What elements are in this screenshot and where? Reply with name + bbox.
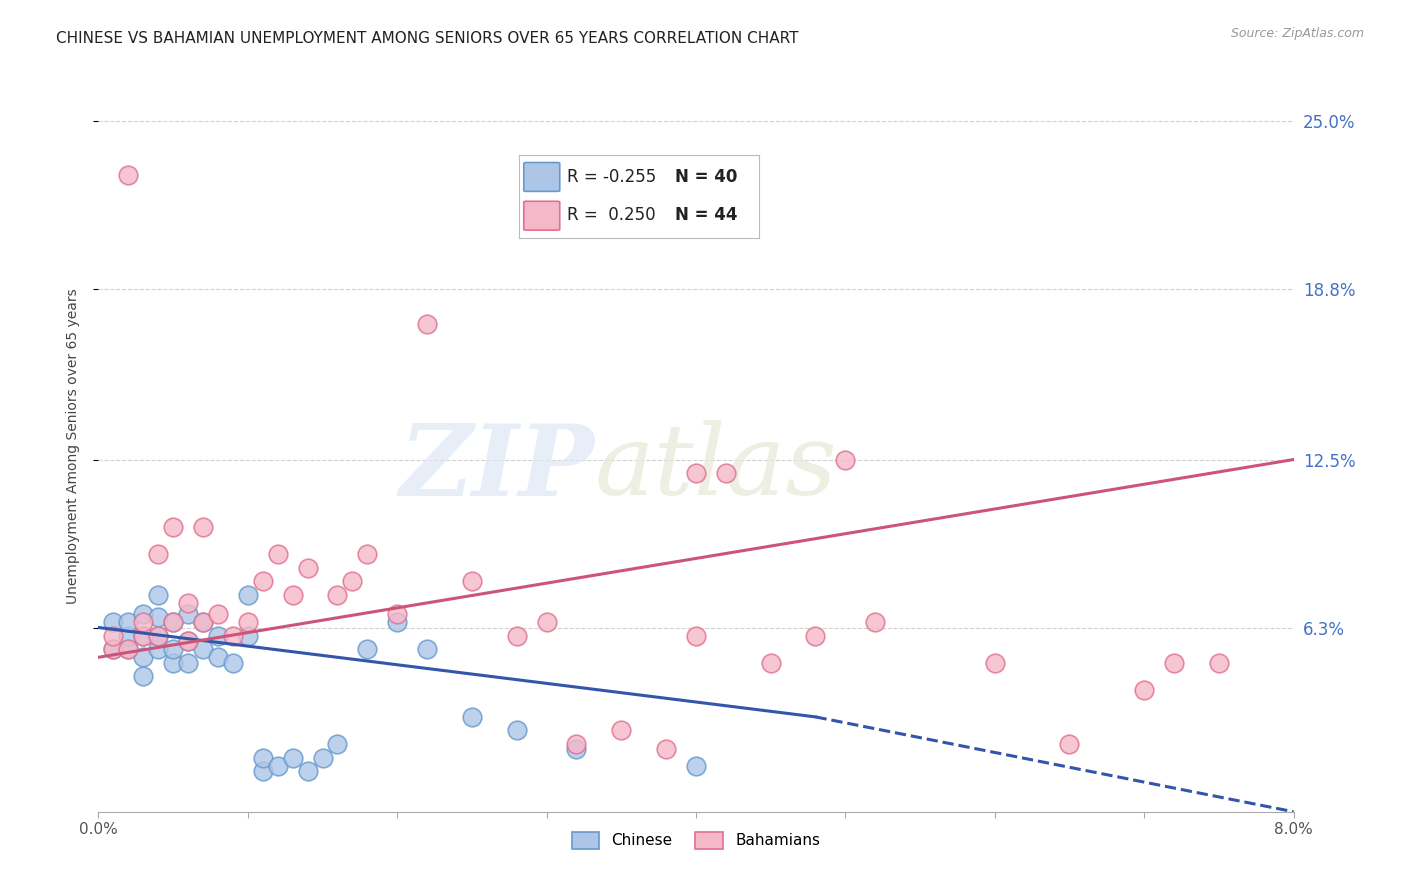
Point xyxy=(177,596,200,610)
Point xyxy=(685,758,707,772)
Point xyxy=(148,642,170,657)
Point xyxy=(132,629,155,643)
Point xyxy=(162,615,184,629)
FancyBboxPatch shape xyxy=(524,162,560,192)
Point xyxy=(207,607,229,621)
Point xyxy=(177,656,200,670)
Point xyxy=(356,547,378,561)
Legend: Chinese, Bahamians: Chinese, Bahamians xyxy=(565,825,827,855)
Text: N = 40: N = 40 xyxy=(675,168,737,186)
Point xyxy=(506,723,529,738)
Text: N = 44: N = 44 xyxy=(675,206,737,224)
Point xyxy=(461,574,484,589)
Point xyxy=(804,629,827,643)
Point xyxy=(1163,656,1185,670)
Point xyxy=(103,642,125,657)
Point xyxy=(506,629,529,643)
Point xyxy=(1208,656,1230,670)
Point xyxy=(103,642,125,657)
Point xyxy=(416,317,439,331)
Point xyxy=(385,607,409,621)
Point xyxy=(342,574,364,589)
Point xyxy=(103,615,125,629)
Point xyxy=(326,588,349,602)
Point xyxy=(207,650,229,665)
Point xyxy=(117,629,139,643)
Point xyxy=(565,742,588,756)
Point xyxy=(685,629,707,643)
Point xyxy=(714,466,737,480)
Point xyxy=(267,758,290,772)
Point xyxy=(685,466,707,480)
Point xyxy=(356,642,378,657)
Point xyxy=(177,607,200,621)
Point xyxy=(297,764,319,778)
Point xyxy=(281,750,304,764)
Point xyxy=(191,520,214,534)
Text: R = -0.255: R = -0.255 xyxy=(567,168,657,186)
Point xyxy=(236,615,259,629)
Point xyxy=(385,615,409,629)
Point xyxy=(117,168,139,182)
Point xyxy=(191,615,214,629)
Point xyxy=(311,750,333,764)
Point xyxy=(267,547,290,561)
Point xyxy=(236,629,259,643)
Point xyxy=(148,588,170,602)
Point xyxy=(461,710,484,724)
Point xyxy=(834,452,856,467)
Text: Source: ZipAtlas.com: Source: ZipAtlas.com xyxy=(1230,27,1364,40)
Point xyxy=(236,588,259,602)
Point xyxy=(416,642,439,657)
Point xyxy=(162,642,184,657)
Point xyxy=(1133,682,1156,697)
Point xyxy=(252,764,274,778)
Point xyxy=(132,629,155,643)
Text: CHINESE VS BAHAMIAN UNEMPLOYMENT AMONG SENIORS OVER 65 YEARS CORRELATION CHART: CHINESE VS BAHAMIAN UNEMPLOYMENT AMONG S… xyxy=(56,31,799,46)
Point xyxy=(326,737,349,751)
Point xyxy=(162,520,184,534)
Point xyxy=(117,615,139,629)
Point xyxy=(610,723,633,738)
Point xyxy=(132,669,155,683)
Point xyxy=(222,629,245,643)
Point xyxy=(565,737,588,751)
Point xyxy=(132,650,155,665)
Point xyxy=(148,547,170,561)
Point xyxy=(222,656,245,670)
Point xyxy=(297,561,319,575)
Point xyxy=(252,750,274,764)
Text: R =  0.250: R = 0.250 xyxy=(567,206,655,224)
Point xyxy=(132,607,155,621)
Point xyxy=(191,615,214,629)
Point xyxy=(207,629,229,643)
Point xyxy=(148,629,170,643)
Point xyxy=(132,615,155,629)
FancyBboxPatch shape xyxy=(524,202,560,230)
Y-axis label: Unemployment Among Seniors over 65 years: Unemployment Among Seniors over 65 years xyxy=(66,288,80,604)
Point xyxy=(759,656,782,670)
Point xyxy=(655,742,678,756)
Point xyxy=(162,656,184,670)
Point xyxy=(148,609,170,624)
Point xyxy=(865,615,887,629)
Point xyxy=(148,629,170,643)
Text: ZIP: ZIP xyxy=(399,420,595,516)
Point xyxy=(162,615,184,629)
Text: atlas: atlas xyxy=(595,420,837,516)
Point xyxy=(984,656,1007,670)
Point xyxy=(177,634,200,648)
Point xyxy=(103,629,125,643)
Point xyxy=(191,642,214,657)
Point xyxy=(252,574,274,589)
Point xyxy=(1059,737,1081,751)
Point xyxy=(281,588,304,602)
Point xyxy=(117,642,139,657)
Point xyxy=(177,634,200,648)
Point xyxy=(117,642,139,657)
Point xyxy=(536,615,558,629)
